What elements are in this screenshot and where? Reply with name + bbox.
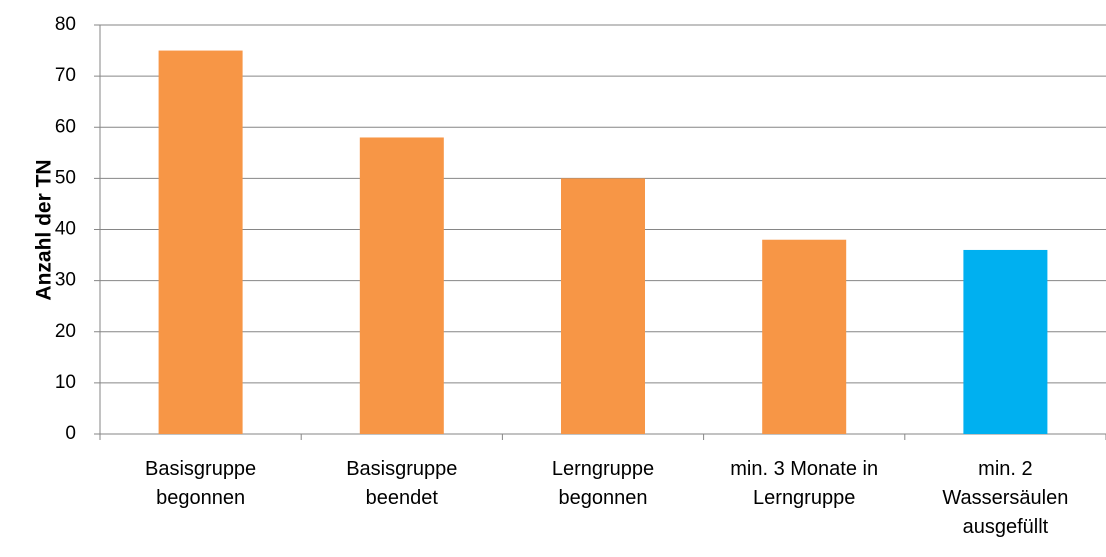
y-axis-label: Anzahl der TN [33, 159, 56, 300]
y-tick-label: 10 [55, 372, 76, 393]
bar [561, 178, 645, 434]
bar [158, 50, 243, 434]
y-tick-label: 70 [55, 65, 76, 86]
x-tick-label: Basisgruppe beendet [346, 458, 458, 509]
y-tick-label: 60 [55, 116, 76, 137]
x-tick-label: min. 3 Monate in Lerngruppe [730, 458, 879, 509]
y-tick-label: 20 [55, 321, 76, 342]
y-tick-label: 50 [55, 167, 76, 188]
x-tick-label: min. 2 Wassersäulen ausgefüllt [942, 458, 1069, 538]
bar [359, 137, 444, 434]
bar [963, 249, 1048, 434]
bar [762, 239, 847, 434]
y-tick-label: 80 [55, 14, 76, 35]
y-tick-label: 40 [55, 219, 76, 240]
y-tick-label: 0 [65, 423, 76, 444]
x-tick-label: Lerngruppe begonnen [551, 458, 655, 509]
y-tick-label: 30 [55, 270, 76, 291]
x-tick-label: Basisgruppe begonnen [145, 458, 257, 509]
